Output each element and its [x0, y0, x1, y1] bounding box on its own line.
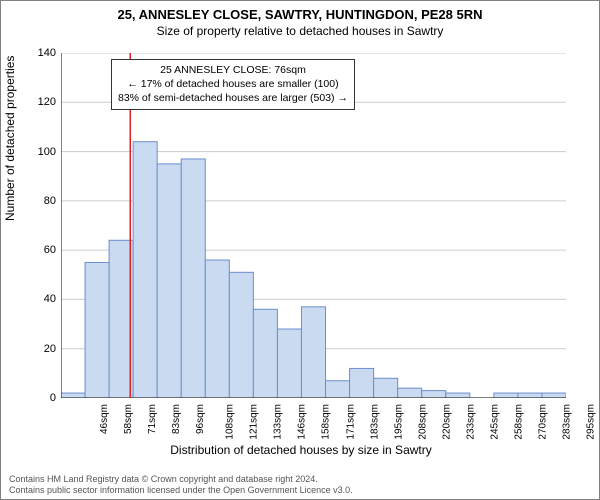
x-tick-label: 71sqm — [147, 404, 158, 434]
x-tick-label: 158sqm — [321, 404, 332, 440]
y-tick-label: 140 — [26, 47, 56, 59]
y-tick-label: 80 — [26, 195, 56, 207]
x-tick-label: 171sqm — [345, 404, 356, 440]
y-tick-label: 40 — [26, 293, 56, 305]
x-tick-label: 146sqm — [297, 404, 308, 440]
footer-line1: Contains HM Land Registry data © Crown c… — [9, 474, 353, 485]
x-tick-label: 83sqm — [171, 404, 182, 434]
footer-line2: Contains public sector information licen… — [9, 485, 353, 496]
y-tick-label: 120 — [26, 96, 56, 108]
x-tick-label: 108sqm — [225, 404, 236, 440]
y-tick-label: 20 — [26, 343, 56, 355]
x-tick-label: 295sqm — [586, 404, 597, 440]
x-tick-label: 58sqm — [123, 404, 134, 434]
x-tick-label: 183sqm — [369, 404, 380, 440]
x-tick-label: 208sqm — [417, 404, 428, 440]
x-tick-label: 96sqm — [195, 404, 206, 434]
x-tick-label: 220sqm — [441, 404, 452, 440]
x-tick-label: 233sqm — [465, 404, 476, 440]
x-tick-label: 245sqm — [489, 404, 500, 440]
y-tick-label: 100 — [26, 146, 56, 158]
x-tick-label: 133sqm — [273, 404, 284, 440]
y-tick-label: 60 — [26, 244, 56, 256]
x-tick-label: 270sqm — [537, 404, 548, 440]
annotation-line2: ← 17% of detached houses are smaller (10… — [118, 77, 348, 91]
footer-attribution: Contains HM Land Registry data © Crown c… — [9, 474, 353, 497]
chart-area: 020406080100120140 46sqm58sqm71sqm83sqm9… — [61, 53, 566, 398]
annotation-callout: 25 ANNESLEY CLOSE: 76sqm ← 17% of detach… — [111, 59, 355, 110]
annotation-line3: 83% of semi-detached houses are larger (… — [118, 91, 348, 105]
x-tick-label: 46sqm — [99, 404, 110, 434]
chart-subtitle: Size of property relative to detached ho… — [1, 24, 599, 38]
x-tick-label: 283sqm — [562, 404, 573, 440]
chart-container: 25, ANNESLEY CLOSE, SAWTRY, HUNTINGDON, … — [0, 0, 600, 500]
x-axis-label: Distribution of detached houses by size … — [1, 443, 600, 457]
x-tick-label: 121sqm — [249, 404, 260, 440]
x-tick-label: 258sqm — [513, 404, 524, 440]
x-tick-label: 195sqm — [393, 404, 404, 440]
y-axis-label: Number of detached properties — [3, 56, 17, 221]
y-tick-label: 0 — [26, 392, 56, 404]
chart-title: 25, ANNESLEY CLOSE, SAWTRY, HUNTINGDON, … — [1, 7, 599, 22]
annotation-line1: 25 ANNESLEY CLOSE: 76sqm — [118, 63, 348, 77]
